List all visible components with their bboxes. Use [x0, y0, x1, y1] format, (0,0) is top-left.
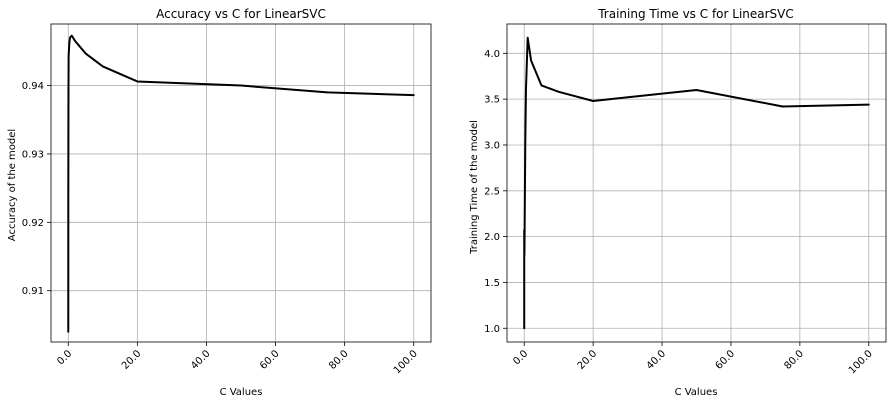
- training-time-series-line: [523, 36, 870, 330]
- training-time-y-tick-label: 3.0: [484, 140, 500, 151]
- accuracy-y-tick-label: 0.93: [22, 149, 44, 160]
- training-time-chart-title: Training Time vs C for LinearSVC: [597, 7, 794, 21]
- training-time-y-tick-label: 2.0: [484, 232, 500, 243]
- training-time-chart-xlabel: C Values: [675, 387, 718, 398]
- accuracy-y-tick-label: 0.91: [22, 286, 44, 297]
- training-time-y-tick-label: 1.5: [484, 278, 500, 289]
- training-time-y-tick-label: 3.5: [484, 95, 500, 106]
- training-time-x-tick-label: 60.0: [714, 348, 738, 372]
- training-time-chart-ylabel: Training Time of the model: [469, 120, 480, 255]
- accuracy-x-tick-label: 0.0: [55, 348, 74, 367]
- accuracy-x-tick-label: 80.0: [327, 348, 351, 372]
- accuracy-x-tick-label: 60.0: [258, 348, 282, 372]
- training-time-x-tick-label: 20.0: [576, 348, 600, 372]
- accuracy-x-tick-label: 100.0: [392, 348, 420, 376]
- training-time-chart: Training Time vs C for LinearSVC C Value…: [469, 7, 887, 398]
- accuracy-x-tick-label: 20.0: [120, 348, 144, 372]
- training-time-ticks: 0.0 20.0 40.0 60.0 80.0 100.0 1.0 1.5 2.0 2.5 3.0 3…: [484, 49, 875, 377]
- accuracy-chart-xlabel: C Values: [220, 387, 263, 398]
- training-time-x-tick-label: 0.0: [511, 348, 530, 367]
- accuracy-y-tick-label: 0.94: [22, 81, 44, 92]
- accuracy-plot-frame: [50, 23, 432, 343]
- accuracy-ticks: 0.0 20.0 40.0 60.0 80.0 100.0 0.91 0.92 0.93 0.94: [22, 81, 420, 376]
- training-time-grid: [507, 24, 886, 342]
- training-time-plot-frame: [506, 23, 887, 343]
- training-time-y-tick-label: 2.5: [484, 186, 500, 197]
- accuracy-chart: Accuracy vs C for LinearSVC C Values Acc…: [7, 7, 432, 398]
- training-time-x-tick-label: 100.0: [847, 348, 875, 376]
- training-time-y-tick-label: 4.0: [484, 49, 500, 60]
- accuracy-x-tick-label: 40.0: [189, 348, 213, 372]
- training-time-x-tick-label: 80.0: [782, 348, 806, 372]
- accuracy-y-tick-label: 0.92: [22, 218, 44, 229]
- accuracy-chart-ylabel: Accuracy of the model: [7, 129, 18, 241]
- accuracy-grid: [51, 24, 431, 342]
- accuracy-chart-title: Accuracy vs C for LinearSVC: [156, 7, 326, 21]
- accuracy-series-line: [67, 34, 415, 333]
- training-time-x-tick-label: 40.0: [645, 348, 669, 372]
- training-time-y-tick-label: 1.0: [484, 324, 500, 335]
